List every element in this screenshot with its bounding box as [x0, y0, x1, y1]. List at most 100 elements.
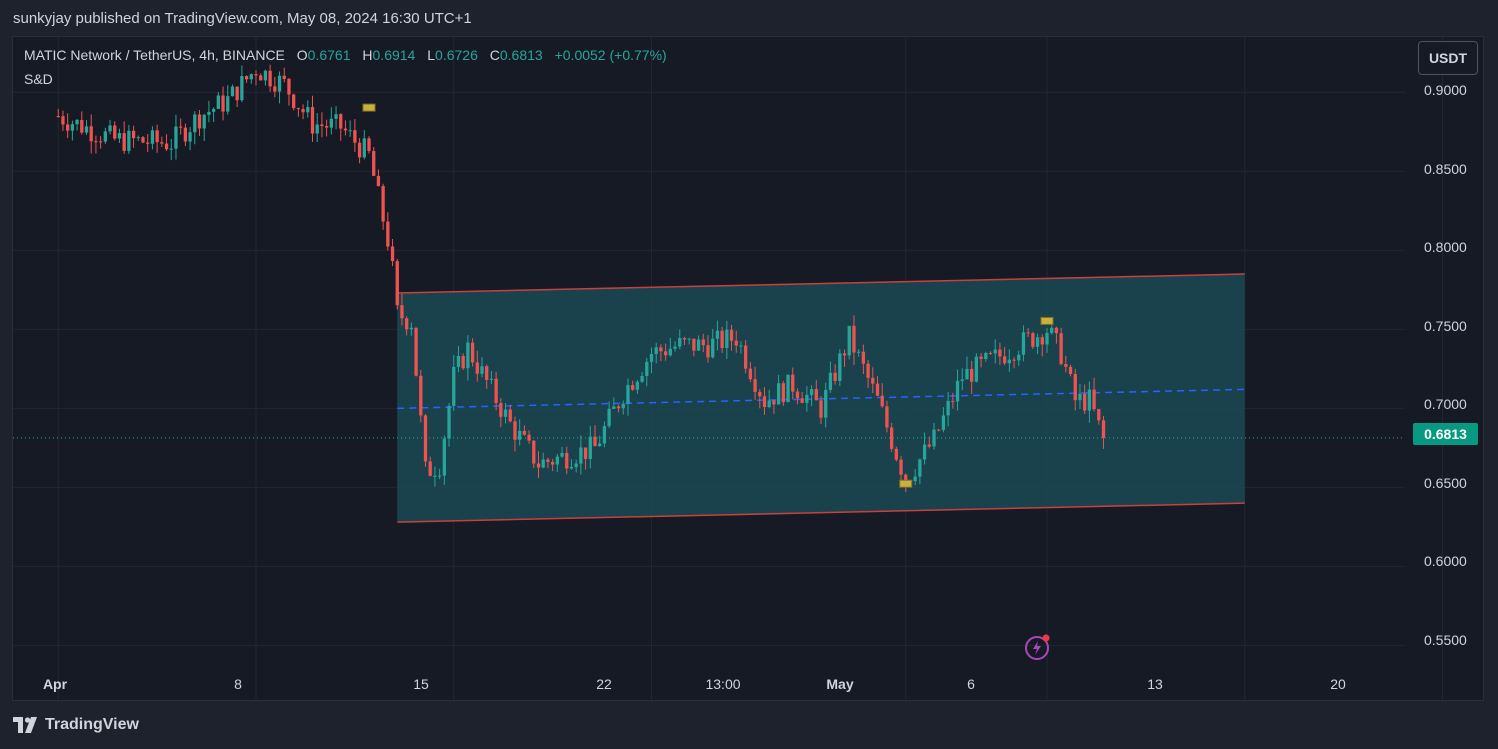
candle-body [108, 125, 112, 132]
candle-body [160, 142, 164, 144]
candle-body [631, 385, 635, 390]
symbol-name[interactable]: MATIC Network / TetherUS, 4h, BINANCE [24, 47, 285, 63]
candle-body [324, 126, 329, 128]
candle-body [1035, 337, 1040, 347]
x-tick-label: 6 [967, 676, 975, 692]
candle-body [1078, 393, 1082, 401]
candle-body [1073, 374, 1077, 401]
candle-body [207, 111, 211, 115]
candle-body [150, 130, 155, 144]
candle-body [824, 389, 828, 418]
candle-body [1012, 359, 1016, 361]
candle-body [437, 475, 442, 477]
candle-body [273, 86, 277, 92]
candle-body [216, 95, 220, 109]
candle-body [866, 363, 870, 378]
candle-body [922, 444, 927, 460]
candle-body [113, 125, 117, 139]
candle-body [254, 74, 258, 76]
candle-body [894, 448, 898, 460]
candle-body [456, 355, 461, 367]
candle-body [268, 70, 272, 87]
candle-body [240, 76, 244, 101]
candle-body [1087, 389, 1092, 411]
candle-body [988, 352, 993, 354]
candle-body [536, 463, 541, 468]
x-tick-label: 13:00 [705, 676, 741, 692]
candle-body [1002, 356, 1007, 364]
candle-body [461, 355, 465, 369]
candle-body [188, 132, 192, 142]
candle-body [89, 126, 93, 142]
candle-body [381, 186, 385, 222]
x-tick-label: Apr [42, 676, 68, 692]
candle-body [1097, 409, 1101, 421]
candle-body [970, 368, 974, 382]
candle-body [282, 75, 286, 79]
candle-body [800, 398, 804, 403]
candle-body [193, 114, 197, 133]
candle-body [127, 130, 131, 151]
y-tick-label: 0.7000 [1424, 396, 1467, 412]
chart-pane[interactable] [12, 36, 1485, 702]
candle-body [1026, 332, 1030, 334]
candle-body [955, 380, 960, 402]
candle-body [466, 342, 470, 369]
brand-name: TradingView [45, 716, 139, 733]
channel-upper-line [397, 273, 1245, 294]
candle-body [518, 430, 522, 440]
tradingview-logo[interactable]: TradingView [13, 716, 139, 734]
candle-body [720, 330, 724, 349]
candle-body [292, 94, 296, 109]
candle-body [447, 405, 451, 439]
candle-body [339, 114, 343, 129]
candle-body [84, 126, 89, 133]
candle-body [786, 374, 790, 403]
candle-body [296, 108, 301, 110]
candle-body [687, 338, 691, 340]
candle-body [1092, 389, 1096, 410]
candle-body [362, 138, 366, 158]
candle-body [951, 401, 955, 403]
y-tick-label: 0.6500 [1424, 475, 1467, 491]
candle-body [621, 403, 625, 409]
candle-body [805, 394, 809, 403]
candle-body [663, 351, 668, 356]
publish-info: sunkyjay published on TradingView.com, M… [13, 10, 472, 27]
indicator-label[interactable]: S&D [24, 71, 53, 87]
candle-body [1101, 420, 1106, 438]
candle-body [136, 137, 140, 139]
candle-body [1059, 333, 1063, 364]
close-value: 0.6813 [499, 47, 543, 63]
candlestick-chart[interactable] [13, 37, 1485, 702]
candle-body [984, 352, 988, 359]
currency-button[interactable]: USDT [1418, 41, 1478, 75]
candle-body [767, 400, 771, 408]
candle-body [202, 114, 206, 129]
candle-body [320, 124, 324, 127]
candle-body [560, 453, 564, 457]
candle-body [776, 383, 781, 405]
lightning-alert-icon[interactable] [1024, 633, 1052, 661]
candle-body [574, 463, 578, 467]
candle-body [588, 436, 592, 459]
candle-body [1054, 327, 1059, 334]
tradingview-logo-icon [13, 717, 37, 733]
candle-body [80, 119, 84, 133]
candle-body [94, 141, 98, 143]
candle-body [433, 475, 437, 477]
candle-body [748, 368, 753, 380]
candle-body [1050, 327, 1054, 333]
candle-body [927, 444, 931, 447]
candle-body [122, 133, 126, 151]
candle-body [678, 338, 682, 347]
candle-body [235, 86, 239, 101]
symbol-legend: MATIC Network / TetherUS, 4h, BINANCE O0… [24, 47, 667, 63]
candle-body [885, 406, 889, 428]
x-tick-label: 8 [234, 676, 242, 692]
candle-body [781, 383, 785, 403]
candle-body [395, 261, 399, 306]
candle-body [503, 409, 508, 417]
candle-body [852, 325, 856, 353]
candle-body [522, 430, 527, 435]
